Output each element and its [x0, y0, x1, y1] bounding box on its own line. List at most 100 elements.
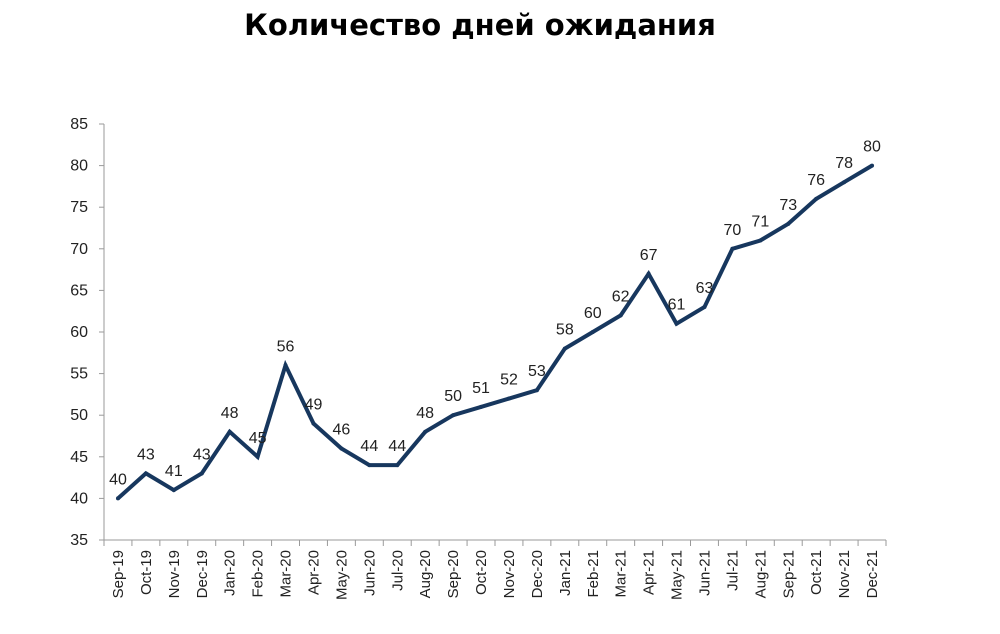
- x-tick-label: Jan-21: [557, 550, 574, 596]
- data-label: 48: [416, 405, 434, 422]
- x-tick-label: May-20: [333, 550, 350, 600]
- data-point: [590, 330, 595, 334]
- data-point: [367, 463, 372, 468]
- data-label: 40: [109, 471, 127, 488]
- y-tick-label: 40: [70, 490, 88, 507]
- data-point: [115, 496, 120, 501]
- data-point: [199, 471, 204, 476]
- data-label: 44: [360, 438, 378, 455]
- data-label: 58: [556, 322, 574, 339]
- data-point: [339, 446, 344, 451]
- data-label: 56: [277, 338, 295, 355]
- data-point: [423, 429, 428, 434]
- data-point: [646, 271, 651, 276]
- data-label: 53: [528, 363, 546, 380]
- data-point: [562, 346, 567, 351]
- data-point: [311, 421, 316, 426]
- x-tick-label: Oct-20: [473, 550, 490, 595]
- x-tick-label: Dec-19: [194, 550, 211, 598]
- x-tick-label: Nov-21: [836, 550, 853, 598]
- data-point: [618, 313, 623, 318]
- data-label: 71: [751, 213, 769, 230]
- x-tick-label: May-21: [669, 550, 686, 600]
- data-label: 61: [668, 297, 686, 314]
- data-point: [227, 429, 232, 434]
- x-tick-label: Dec-21: [864, 550, 881, 598]
- data-label: 78: [835, 155, 853, 172]
- x-tick-label: Apr-20: [305, 550, 322, 595]
- data-point: [674, 321, 679, 326]
- x-tick-label: Sep-20: [445, 550, 462, 598]
- data-label: 76: [807, 172, 825, 189]
- data-point: [451, 413, 456, 418]
- x-tick-label: Nov-19: [166, 550, 183, 598]
- x-tick-label: Oct-19: [138, 550, 155, 595]
- data-label: 46: [332, 421, 350, 438]
- data-label: 62: [612, 288, 630, 305]
- x-tick-label: Oct-21: [808, 550, 825, 595]
- y-axis-ticks: 35 40 45 50 55 60 65 70 75 80 85: [70, 116, 104, 549]
- data-label: 70: [723, 222, 741, 239]
- data-point: [171, 488, 176, 493]
- y-tick-label: 50: [70, 407, 88, 424]
- x-tick-label: Jul-20: [389, 550, 406, 591]
- data-point: [255, 454, 260, 459]
- x-tick-label: Sep-21: [780, 550, 797, 598]
- x-tick-label: Jun-20: [361, 550, 378, 596]
- data-label: 80: [863, 139, 881, 156]
- data-point: [842, 180, 847, 185]
- x-tick-label: Mar-21: [613, 550, 630, 598]
- x-tick-label: Apr-21: [641, 550, 658, 595]
- y-tick-label: 35: [70, 532, 88, 549]
- data-label: 49: [305, 397, 323, 414]
- y-tick-label: 85: [70, 116, 88, 133]
- data-point: [730, 246, 735, 251]
- x-tick-label: Jul-21: [724, 550, 741, 591]
- data-label: 43: [193, 446, 211, 463]
- data-labels: 40 43 41 43 48 45 56 49 46 44 44 48 50 51 52 53 58 60 62 67…: [109, 139, 881, 489]
- y-tick-label: 45: [70, 449, 88, 466]
- x-tick-label: Aug-21: [752, 550, 769, 598]
- data-label: 43: [137, 446, 155, 463]
- x-axis-ticks: Sep-19 Oct-19 Nov-19 Dec-19 Jan-20 Feb-20 Mar-…: [103, 540, 887, 600]
- data-point: [143, 471, 148, 476]
- data-label: 67: [640, 247, 658, 264]
- data-point: [758, 238, 763, 243]
- y-tick-label: 55: [70, 366, 88, 383]
- x-tick-label: Dec-20: [529, 550, 546, 598]
- x-tick-label: Mar-20: [278, 550, 295, 598]
- data-point: [479, 404, 484, 409]
- y-tick-label: 80: [70, 158, 88, 175]
- data-label: 45: [249, 430, 267, 447]
- y-tick-label: 65: [70, 282, 88, 299]
- chart-title: Количество дней ожидания: [244, 8, 716, 42]
- data-label: 44: [388, 438, 406, 455]
- data-point: [395, 463, 400, 468]
- data-point: [506, 396, 511, 401]
- x-tick-label: Jan-20: [222, 550, 239, 596]
- data-label: 51: [472, 380, 490, 397]
- data-point: [814, 196, 819, 201]
- axes: [103, 124, 886, 541]
- data-point: [702, 305, 707, 310]
- data-point: [870, 163, 875, 168]
- data-label: 52: [500, 372, 518, 389]
- data-label: 50: [444, 388, 462, 405]
- x-tick-label: Aug-20: [417, 550, 434, 598]
- data-label: 73: [779, 197, 797, 214]
- data-point: [534, 388, 539, 393]
- data-label: 60: [584, 305, 602, 322]
- data-point: [786, 221, 791, 226]
- y-tick-label: 75: [70, 199, 88, 216]
- x-tick-label: Jun-21: [696, 550, 713, 596]
- x-tick-label: Sep-19: [110, 550, 127, 598]
- x-tick-label: Feb-21: [585, 550, 602, 598]
- data-label: 48: [221, 405, 239, 422]
- y-tick-label: 70: [70, 241, 88, 258]
- x-tick-label: Feb-20: [250, 550, 267, 598]
- x-tick-label: Nov-20: [501, 550, 518, 598]
- data-label: 63: [696, 280, 714, 297]
- y-tick-label: 60: [70, 324, 88, 341]
- series-line: [116, 163, 874, 500]
